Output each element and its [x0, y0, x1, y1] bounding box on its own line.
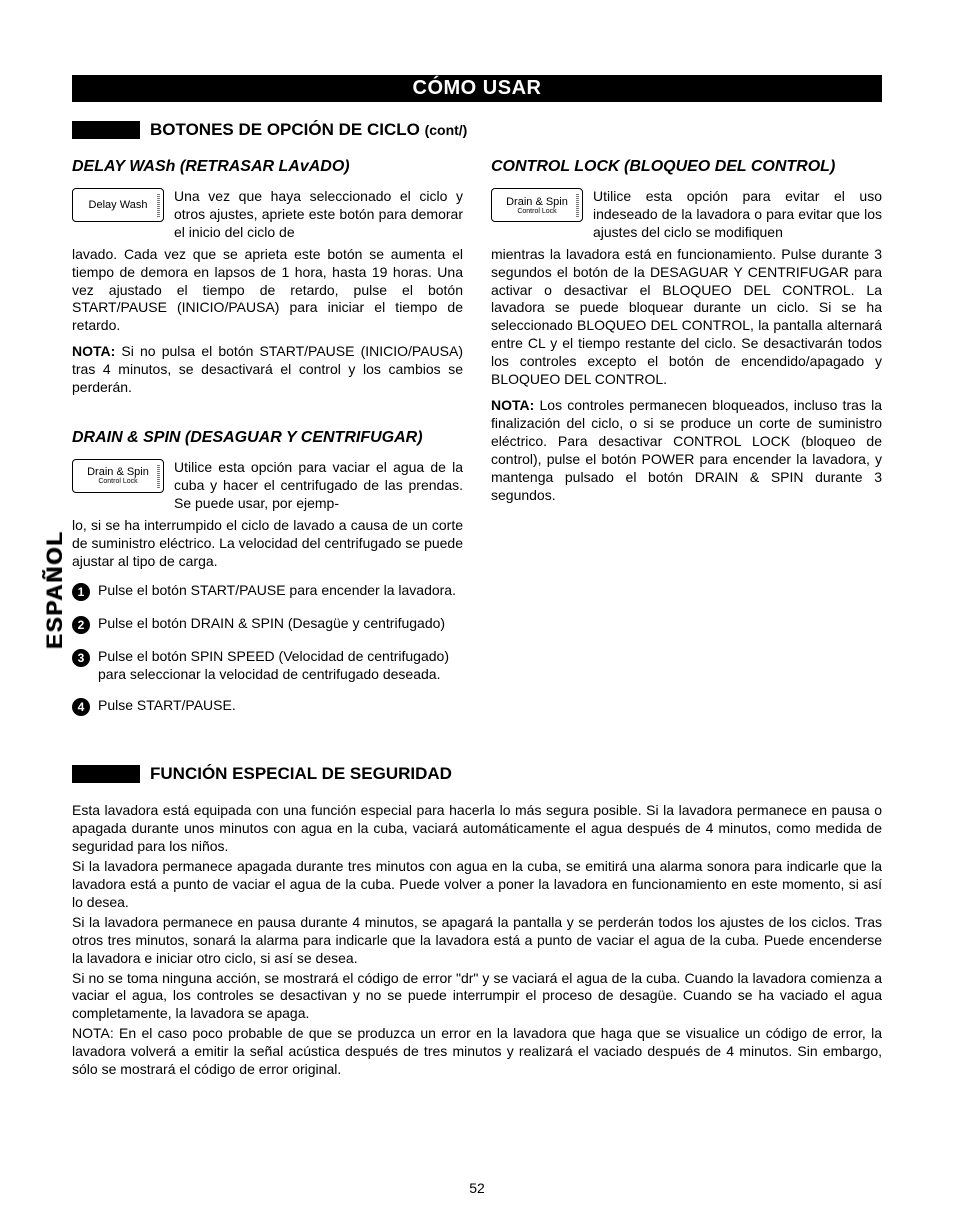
delay-wash-note: NOTA: Si no pulsa el botón START/PAUSE (…: [72, 343, 463, 397]
step-1: 1 Pulse el botón START/PAUSE para encend…: [72, 582, 463, 601]
delay-wash-intro: Una vez que haya seleccionado el ciclo y…: [174, 188, 463, 242]
section-title: BOTONES DE OPCIÓN DE CICLO (cont/): [150, 120, 467, 140]
note-label: NOTA:: [72, 343, 115, 359]
section-header-safety: FUNCIÓN ESPECIAL DE SEGURIDAD: [72, 764, 882, 784]
left-column: DELAY WASh (RETRASAR LAvADO) Delay Wash …: [72, 158, 463, 730]
delay-wash-button-icon: Delay Wash: [72, 188, 164, 222]
drain-spin-button-icon: Drain & Spin Control Lock: [72, 459, 164, 493]
safety-title: FUNCIÓN ESPECIAL DE SEGURIDAD: [150, 764, 452, 784]
control-lock-body: mientras la lavadora está en funcionamie…: [491, 246, 882, 389]
drain-spin-heading: DRAIN & SPIN (DESAGUAR Y CENTRIFUGAR): [72, 429, 463, 447]
main-title-bar: CÓMO USAR: [72, 75, 882, 102]
safety-p2: Si la lavadora permanece apagada durante…: [72, 858, 882, 912]
safety-p5: NOTA: En el caso poco probable de que se…: [72, 1025, 882, 1079]
section-title-text: BOTONES DE OPCIÓN DE CICLO: [150, 120, 420, 139]
section-header-cycle-options: BOTONES DE OPCIÓN DE CICLO (cont/): [72, 120, 882, 140]
drain-spin-body: lo, si se ha interrumpido el ciclo de la…: [72, 517, 463, 571]
drain-spin-button-label: Drain & Spin: [87, 466, 149, 478]
note-label: NOTA:: [491, 397, 534, 413]
safety-section: FUNCIÓN ESPECIAL DE SEGURIDAD Esta lavad…: [72, 764, 882, 1079]
control-lock-heading: CONTROL LOCK (BLOQUEO DEL CONTROL): [491, 158, 882, 176]
delay-wash-row: Delay Wash Una vez que haya seleccionado…: [72, 188, 463, 242]
section-title-cont: (cont/): [425, 122, 468, 138]
delay-wash-body: lavado. Cada vez que se aprieta este bot…: [72, 246, 463, 336]
delay-wash-button-label: Delay Wash: [89, 199, 148, 211]
drain-spin-button-sub: Control Lock: [98, 478, 137, 485]
right-column: CONTROL LOCK (BLOQUEO DEL CONTROL) Drain…: [491, 158, 882, 730]
step-num-1: 1: [72, 583, 90, 601]
step-num-4: 4: [72, 698, 90, 716]
safety-body: Esta lavadora está equipada con una func…: [72, 802, 882, 1079]
drain-spin-steps: 1 Pulse el botón START/PAUSE para encend…: [72, 582, 463, 716]
step-text-2: Pulse el botón DRAIN & SPIN (Desagüe y c…: [98, 615, 445, 634]
safety-p1: Esta lavadora está equipada con una func…: [72, 802, 882, 856]
language-tab: ESPAÑOL: [42, 530, 68, 649]
section-marker: [72, 121, 140, 139]
step-4: 4 Pulse START/PAUSE.: [72, 697, 463, 716]
control-lock-row: Drain & Spin Control Lock Utilice esta o…: [491, 188, 882, 242]
control-lock-button-label: Drain & Spin: [506, 196, 568, 208]
step-num-2: 2: [72, 616, 90, 634]
drain-spin-row: Drain & Spin Control Lock Utilice esta o…: [72, 459, 463, 513]
delay-wash-heading: DELAY WASh (RETRASAR LAvADO): [72, 158, 463, 176]
section-marker: [72, 765, 140, 783]
note-text: Si no pulsa el botón START/PAUSE (INICIO…: [72, 343, 463, 395]
control-lock-intro: Utilice esta opción para evitar el uso i…: [593, 188, 882, 242]
step-text-4: Pulse START/PAUSE.: [98, 697, 236, 716]
step-num-3: 3: [72, 649, 90, 667]
step-3: 3 Pulse el botón SPIN SPEED (Velocidad d…: [72, 648, 463, 683]
step-text-3: Pulse el botón SPIN SPEED (Velocidad de …: [98, 648, 463, 683]
safety-p4: Si no se toma ninguna acción, se mostrar…: [72, 970, 882, 1024]
step-2: 2 Pulse el botón DRAIN & SPIN (Desagüe y…: [72, 615, 463, 634]
page-number: 52: [0, 1180, 954, 1196]
note-text: Los controles permanecen bloqueados, inc…: [491, 397, 882, 503]
safety-p3: Si la lavadora permanece en pausa durant…: [72, 914, 882, 968]
control-lock-button-icon: Drain & Spin Control Lock: [491, 188, 583, 222]
drain-spin-intro: Utilice esta opción para vaciar el agua …: [174, 459, 463, 513]
control-lock-note: NOTA: Los controles permanecen bloqueado…: [491, 397, 882, 504]
step-text-1: Pulse el botón START/PAUSE para encender…: [98, 582, 456, 601]
control-lock-button-sub: Control Lock: [517, 208, 556, 215]
two-column-layout: DELAY WASh (RETRASAR LAvADO) Delay Wash …: [72, 158, 882, 730]
